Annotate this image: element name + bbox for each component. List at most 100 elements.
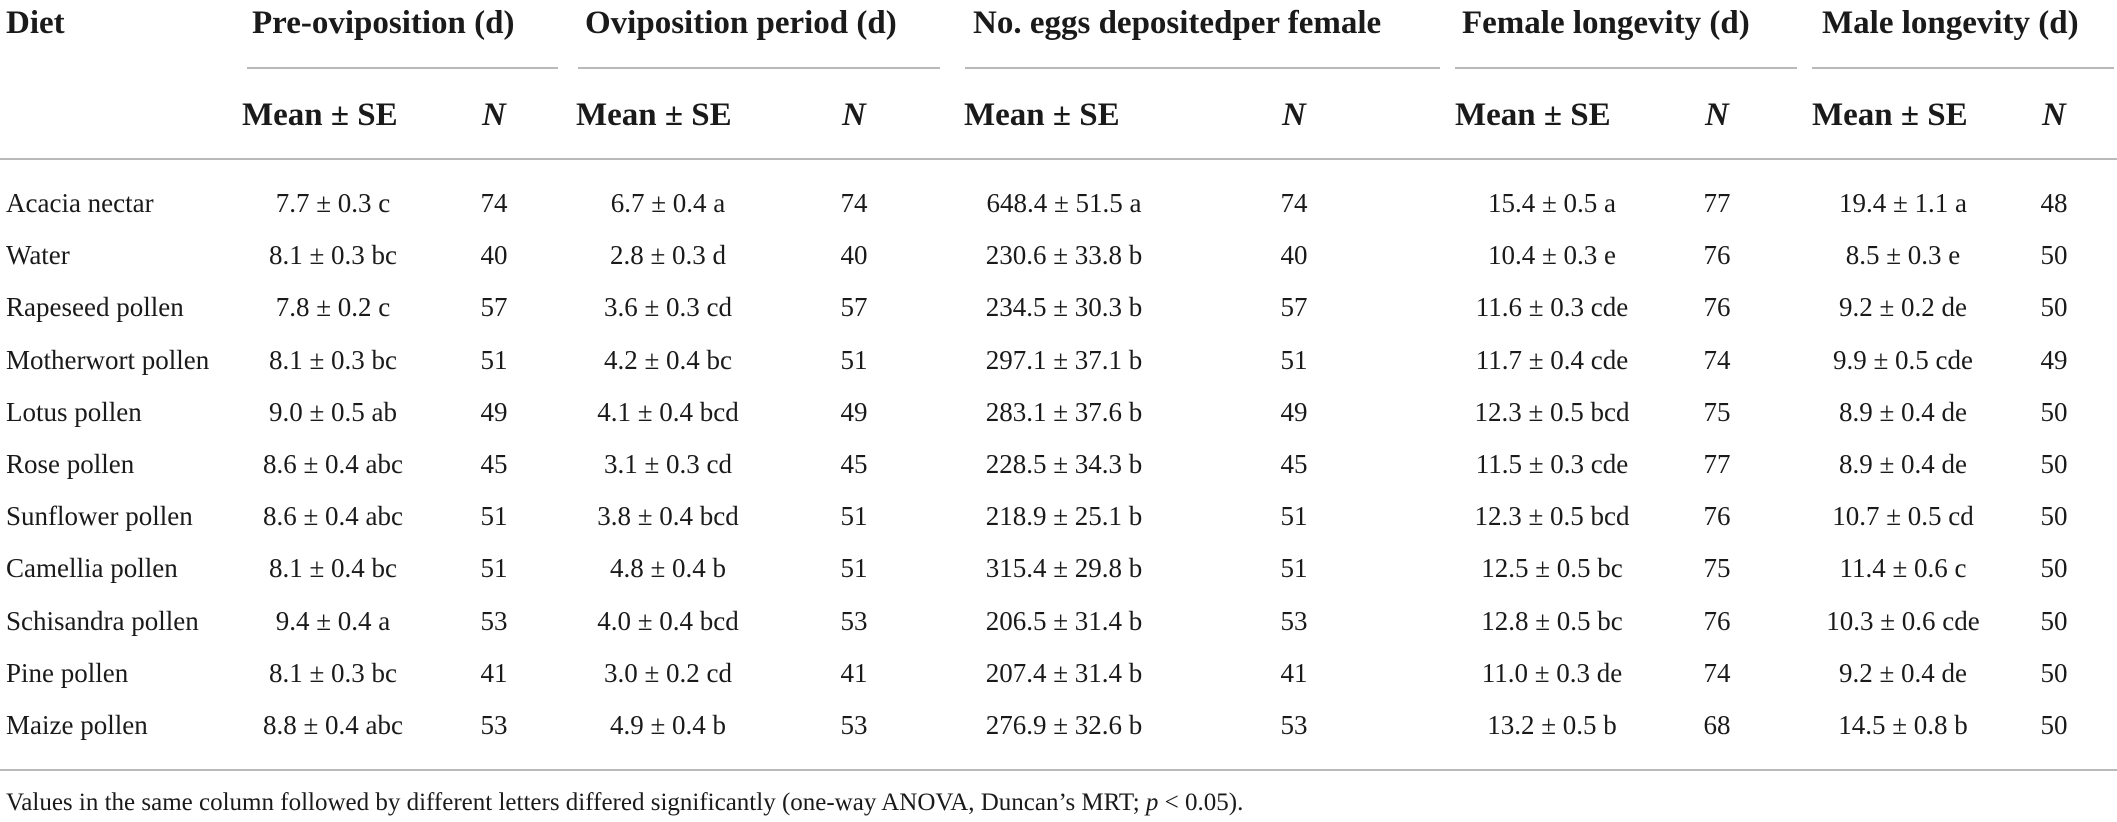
female-longevity-n-cell: 74: [1703, 345, 1731, 375]
diet-cell: Rapeseed pollen: [6, 292, 184, 322]
oviposition-mean-cell: 4.2 ± 0.4 bc: [603, 345, 733, 375]
subheader-mean-se: Mean ± SE: [576, 97, 732, 133]
female-longevity-n-cell: 76: [1703, 240, 1731, 270]
female-longevity-n-cell: 77: [1703, 188, 1731, 218]
oviposition-n-cell: 74: [840, 188, 868, 218]
footnote-p-symbol: p: [1145, 789, 1159, 816]
female-longevity-mean-cell: 12.5 ± 0.5 bc: [1481, 553, 1623, 583]
oviposition-mean-cell: 4.8 ± 0.4 b: [609, 553, 727, 583]
female-longevity-mean-cell: 11.7 ± 0.4 cde: [1475, 345, 1629, 375]
female-longevity-mean-cell: 12.8 ± 0.5 bc: [1481, 606, 1623, 636]
header-eggs: No. eggs depositedper female: [973, 5, 1382, 41]
subheader-mean-se: Mean ± SE: [964, 97, 1120, 133]
male-longevity-n-cell: 50: [2040, 501, 2068, 531]
female-longevity-n-cell: 74: [1703, 658, 1731, 688]
male-longevity-mean-cell: 9.2 ± 0.4 de: [1838, 658, 1968, 688]
header-rule: [0, 158, 2117, 160]
oviposition-n-cell: 51: [840, 553, 868, 583]
diet-cell: Motherwort pollen: [6, 345, 210, 375]
pre-oviposition-n-cell: 51: [480, 345, 508, 375]
pre-oviposition-mean-cell: 8.6 ± 0.4 abc: [262, 501, 404, 531]
male-longevity-n-cell: 49: [2040, 345, 2068, 375]
table-footnote: Values in the same column followed by di…: [6, 786, 1243, 820]
oviposition-mean-cell: 3.6 ± 0.3 cd: [603, 292, 733, 322]
male-longevity-mean-cell: 10.3 ± 0.6 cde: [1826, 606, 1980, 636]
oviposition-n-cell: 53: [840, 710, 868, 740]
diet-cell: Pine pollen: [6, 658, 129, 688]
pre-oviposition-mean-cell: 7.7 ± 0.3 c: [275, 188, 391, 218]
eggs-mean-cell: 315.4 ± 29.8 b: [985, 553, 1143, 583]
pre-oviposition-n-cell: 51: [480, 501, 508, 531]
pre-oviposition-mean-cell: 9.4 ± 0.4 a: [275, 606, 391, 636]
group-rule: [1812, 67, 2114, 69]
oviposition-n-cell: 57: [840, 292, 868, 322]
male-longevity-n-cell: 50: [2040, 606, 2068, 636]
eggs-mean-cell: 228.5 ± 34.3 b: [985, 449, 1143, 479]
pre-oviposition-n-cell: 49: [480, 397, 508, 427]
female-longevity-n-cell: 75: [1703, 553, 1731, 583]
footnote-text-end: < 0.05).: [1158, 789, 1244, 816]
female-longevity-mean-cell: 11.5 ± 0.3 cde: [1475, 449, 1629, 479]
diet-cell: Sunflower pollen: [6, 501, 193, 531]
subheader-n: N: [2042, 97, 2066, 133]
oviposition-n-cell: 51: [840, 501, 868, 531]
male-longevity-n-cell: 50: [2040, 553, 2068, 583]
pre-oviposition-n-cell: 74: [480, 188, 508, 218]
female-longevity-n-cell: 75: [1703, 397, 1731, 427]
oviposition-mean-cell: 4.0 ± 0.4 bcd: [597, 606, 739, 636]
male-longevity-n-cell: 50: [2040, 710, 2068, 740]
female-longevity-mean-cell: 12.3 ± 0.5 bcd: [1474, 397, 1630, 427]
oviposition-n-cell: 45: [840, 449, 868, 479]
subheader-mean-se: Mean ± SE: [242, 97, 398, 133]
pre-oviposition-mean-cell: 8.1 ± 0.4 bc: [268, 553, 398, 583]
subheader-n: N: [482, 97, 506, 133]
male-longevity-mean-cell: 10.7 ± 0.5 cd: [1832, 501, 1974, 531]
female-longevity-mean-cell: 11.0 ± 0.3 de: [1481, 658, 1623, 688]
eggs-n-cell: 41: [1280, 658, 1308, 688]
eggs-n-cell: 40: [1280, 240, 1308, 270]
male-longevity-mean-cell: 8.9 ± 0.4 de: [1838, 449, 1968, 479]
eggs-n-cell: 49: [1280, 397, 1308, 427]
male-longevity-n-cell: 50: [2040, 658, 2068, 688]
eggs-mean-cell: 206.5 ± 31.4 b: [985, 606, 1143, 636]
oviposition-n-cell: 49: [840, 397, 868, 427]
male-longevity-mean-cell: 8.9 ± 0.4 de: [1838, 397, 1968, 427]
eggs-n-cell: 51: [1280, 345, 1308, 375]
table-bottom-rule: [0, 769, 2117, 771]
pre-oviposition-mean-cell: 8.1 ± 0.3 bc: [268, 345, 398, 375]
male-longevity-mean-cell: 11.4 ± 0.6 c: [1839, 553, 1967, 583]
female-longevity-mean-cell: 12.3 ± 0.5 bcd: [1474, 501, 1630, 531]
eggs-n-cell: 53: [1280, 710, 1308, 740]
female-longevity-n-cell: 76: [1703, 501, 1731, 531]
oviposition-mean-cell: 2.8 ± 0.3 d: [609, 240, 727, 270]
diet-cell: Rose pollen: [6, 449, 135, 479]
pre-oviposition-mean-cell: 8.1 ± 0.3 bc: [268, 658, 398, 688]
group-rule: [247, 67, 558, 69]
subheader-n: N: [1282, 97, 1306, 133]
group-rule: [1455, 67, 1797, 69]
eggs-mean-cell: 283.1 ± 37.6 b: [985, 397, 1143, 427]
header-diet: Diet: [6, 5, 65, 41]
oviposition-mean-cell: 4.1 ± 0.4 bcd: [597, 397, 739, 427]
eggs-n-cell: 53: [1280, 606, 1308, 636]
male-longevity-mean-cell: 9.9 ± 0.5 cde: [1832, 345, 1974, 375]
header-male-longevity: Male longevity (d): [1822, 5, 2079, 41]
pre-oviposition-mean-cell: 8.1 ± 0.3 bc: [268, 240, 398, 270]
eggs-mean-cell: 207.4 ± 31.4 b: [985, 658, 1143, 688]
pre-oviposition-n-cell: 53: [480, 710, 508, 740]
group-rule: [578, 67, 940, 69]
eggs-mean-cell: 218.9 ± 25.1 b: [985, 501, 1143, 531]
male-longevity-mean-cell: 14.5 ± 0.8 b: [1838, 710, 1968, 740]
footnote-text: Values in the same column followed by di…: [6, 789, 1146, 816]
oviposition-mean-cell: 3.8 ± 0.4 bcd: [597, 501, 739, 531]
male-longevity-mean-cell: 9.2 ± 0.2 de: [1838, 292, 1968, 322]
male-longevity-mean-cell: 19.4 ± 1.1 a: [1838, 188, 1968, 218]
oviposition-mean-cell: 3.0 ± 0.2 cd: [603, 658, 733, 688]
header-female-longevity: Female longevity (d): [1462, 5, 1750, 41]
eggs-mean-cell: 276.9 ± 32.6 b: [985, 710, 1143, 740]
female-longevity-mean-cell: 10.4 ± 0.3 e: [1487, 240, 1617, 270]
pre-oviposition-mean-cell: 8.6 ± 0.4 abc: [262, 449, 404, 479]
male-longevity-n-cell: 50: [2040, 397, 2068, 427]
female-longevity-mean-cell: 11.6 ± 0.3 cde: [1475, 292, 1629, 322]
female-longevity-n-cell: 76: [1703, 606, 1731, 636]
